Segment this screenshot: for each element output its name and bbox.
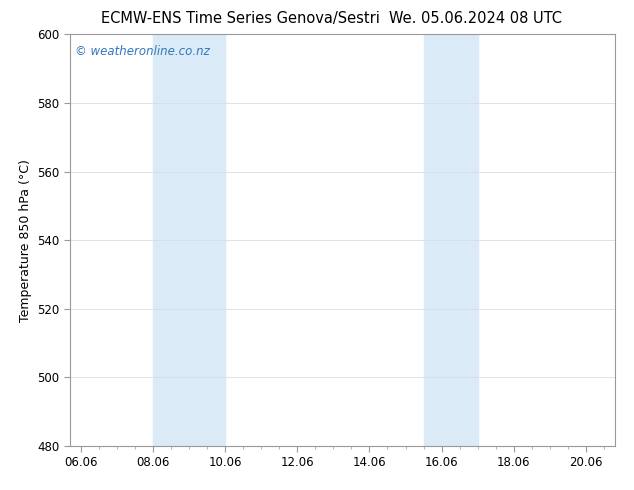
Text: ECMW-ENS Time Series Genova/Sestri: ECMW-ENS Time Series Genova/Sestri (101, 11, 380, 26)
Bar (424, 34, 478, 446)
Text: We. 05.06.2024 08 UTC: We. 05.06.2024 08 UTC (389, 11, 562, 26)
Bar (153, 34, 225, 446)
Y-axis label: Temperature 850 hPa (°C): Temperature 850 hPa (°C) (18, 159, 32, 321)
Text: © weatheronline.co.nz: © weatheronline.co.nz (75, 45, 210, 58)
